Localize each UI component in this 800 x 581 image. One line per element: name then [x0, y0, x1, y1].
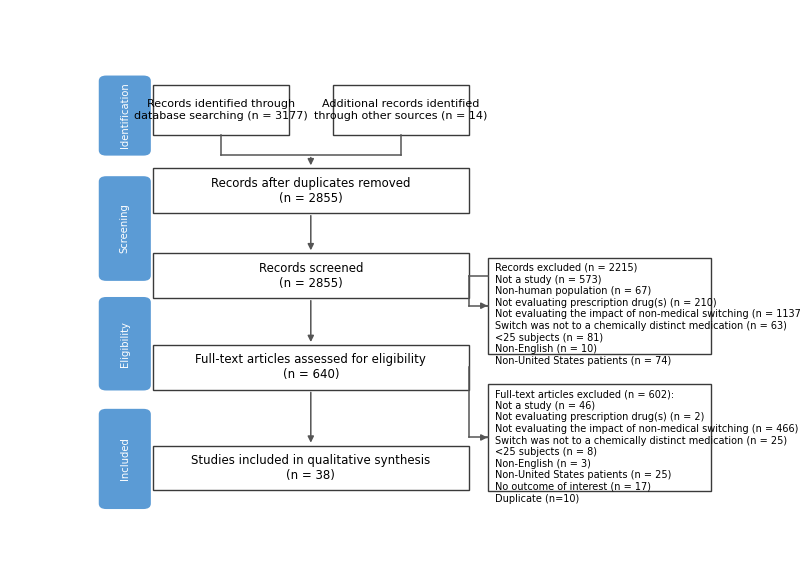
- Bar: [153, 253, 469, 298]
- Text: Records identified through
database searching (n = 3177): Records identified through database sear…: [134, 99, 308, 121]
- Text: Full-text articles assessed for eligibility
(n = 640): Full-text articles assessed for eligibil…: [195, 353, 426, 381]
- FancyBboxPatch shape: [98, 176, 151, 281]
- Text: Eligibility: Eligibility: [120, 321, 130, 367]
- Text: Screening: Screening: [120, 203, 130, 253]
- Text: Identification: Identification: [120, 83, 130, 149]
- Text: Included: Included: [120, 437, 130, 480]
- Bar: [333, 85, 469, 135]
- FancyBboxPatch shape: [98, 76, 151, 156]
- Text: Additional records identified
through other sources (n = 14): Additional records identified through ot…: [314, 99, 487, 121]
- Text: Records excluded (n = 2215)
Not a study (n = 573)
Non-human population (n = 67)
: Records excluded (n = 2215) Not a study …: [495, 263, 800, 366]
- Bar: [153, 85, 289, 135]
- Bar: [487, 384, 710, 491]
- Text: Records screened
(n = 2855): Records screened (n = 2855): [258, 261, 363, 289]
- Text: Studies included in qualitative synthesis
(n = 38): Studies included in qualitative synthesi…: [191, 454, 430, 482]
- Text: Full-text articles excluded (n = 602):
Not a study (n = 46)
Not evaluating presc: Full-text articles excluded (n = 602): N…: [495, 389, 798, 504]
- FancyBboxPatch shape: [98, 409, 151, 509]
- Text: Records after duplicates removed
(n = 2855): Records after duplicates removed (n = 28…: [211, 177, 410, 205]
- Bar: [153, 168, 469, 213]
- Bar: [153, 446, 469, 490]
- Bar: [487, 257, 710, 354]
- FancyBboxPatch shape: [98, 297, 151, 390]
- Bar: [153, 345, 469, 390]
